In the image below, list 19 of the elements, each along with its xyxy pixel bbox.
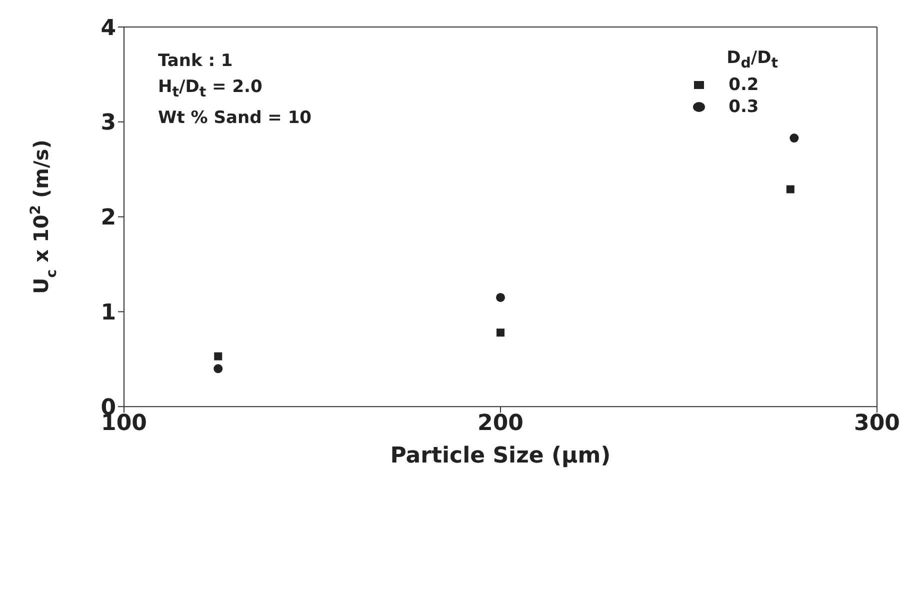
legend-label: 0.2 [728, 75, 759, 96]
x-tick-label: 200 [478, 411, 524, 436]
legend-title: D$_{d}$/D$_{t}$ [726, 48, 778, 72]
point [496, 328, 504, 337]
point [786, 185, 794, 194]
point [214, 352, 222, 360]
point [496, 292, 506, 302]
point [790, 134, 799, 143]
annotation: H$_{t}$/D$_{t}$ = 2.0 [158, 76, 264, 102]
y-tick-label: 1 [100, 300, 116, 326]
y-tick-label: 4 [100, 16, 116, 41]
point [214, 364, 223, 374]
x-axis-title: Particle Size (μm) [390, 444, 611, 469]
y-tick-label: 2 [100, 206, 116, 231]
legend-label: 0.3 [728, 97, 759, 118]
x-tick-label: 300 [854, 411, 900, 436]
annotation: Tank : 1 [158, 50, 234, 73]
y-tick-label: 3 [100, 110, 116, 136]
annotation: Wt % Sand = 10 [158, 107, 312, 130]
